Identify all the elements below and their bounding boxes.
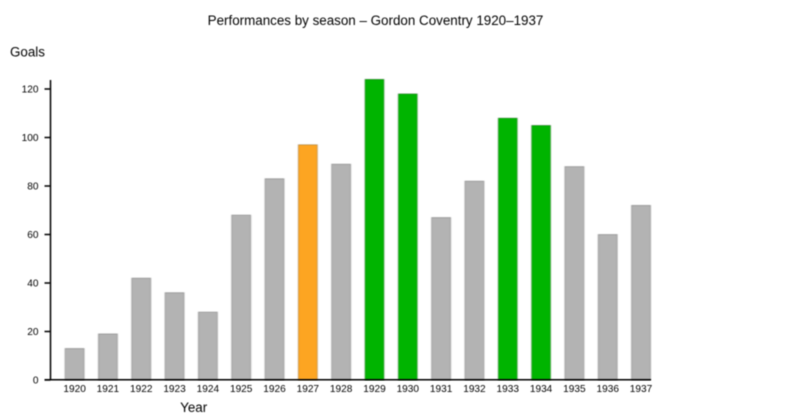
svg-text:1921: 1921 — [97, 384, 120, 395]
svg-text:60: 60 — [27, 230, 39, 241]
svg-text:1928: 1928 — [330, 384, 353, 395]
svg-text:1930: 1930 — [397, 384, 420, 395]
svg-text:1929: 1929 — [363, 384, 386, 395]
svg-text:120: 120 — [22, 85, 39, 96]
svg-text:1923: 1923 — [163, 384, 186, 395]
svg-text:1920: 1920 — [63, 384, 86, 395]
svg-text:40: 40 — [27, 279, 39, 290]
svg-text:1924: 1924 — [197, 384, 220, 395]
svg-text:1927: 1927 — [297, 384, 320, 395]
svg-text:1936: 1936 — [596, 384, 619, 395]
svg-text:1932: 1932 — [463, 384, 486, 395]
svg-text:1922: 1922 — [130, 384, 153, 395]
svg-text:Goals: Goals — [10, 45, 45, 60]
svg-text:1935: 1935 — [563, 384, 586, 395]
svg-text:1933: 1933 — [497, 384, 520, 395]
svg-text:1925: 1925 — [230, 384, 253, 395]
svg-text:20: 20 — [27, 327, 39, 338]
svg-text:1931: 1931 — [430, 384, 453, 395]
svg-text:80: 80 — [27, 182, 39, 193]
svg-text:Year: Year — [180, 400, 208, 415]
svg-text:1934: 1934 — [530, 384, 553, 395]
svg-text:1926: 1926 — [263, 384, 286, 395]
svg-text:100: 100 — [22, 133, 39, 144]
svg-text:1937: 1937 — [630, 384, 653, 395]
svg-text:Performances by season – Gordo: Performances by season – Gordon Coventry… — [208, 13, 544, 28]
svg-text:0: 0 — [33, 376, 39, 387]
